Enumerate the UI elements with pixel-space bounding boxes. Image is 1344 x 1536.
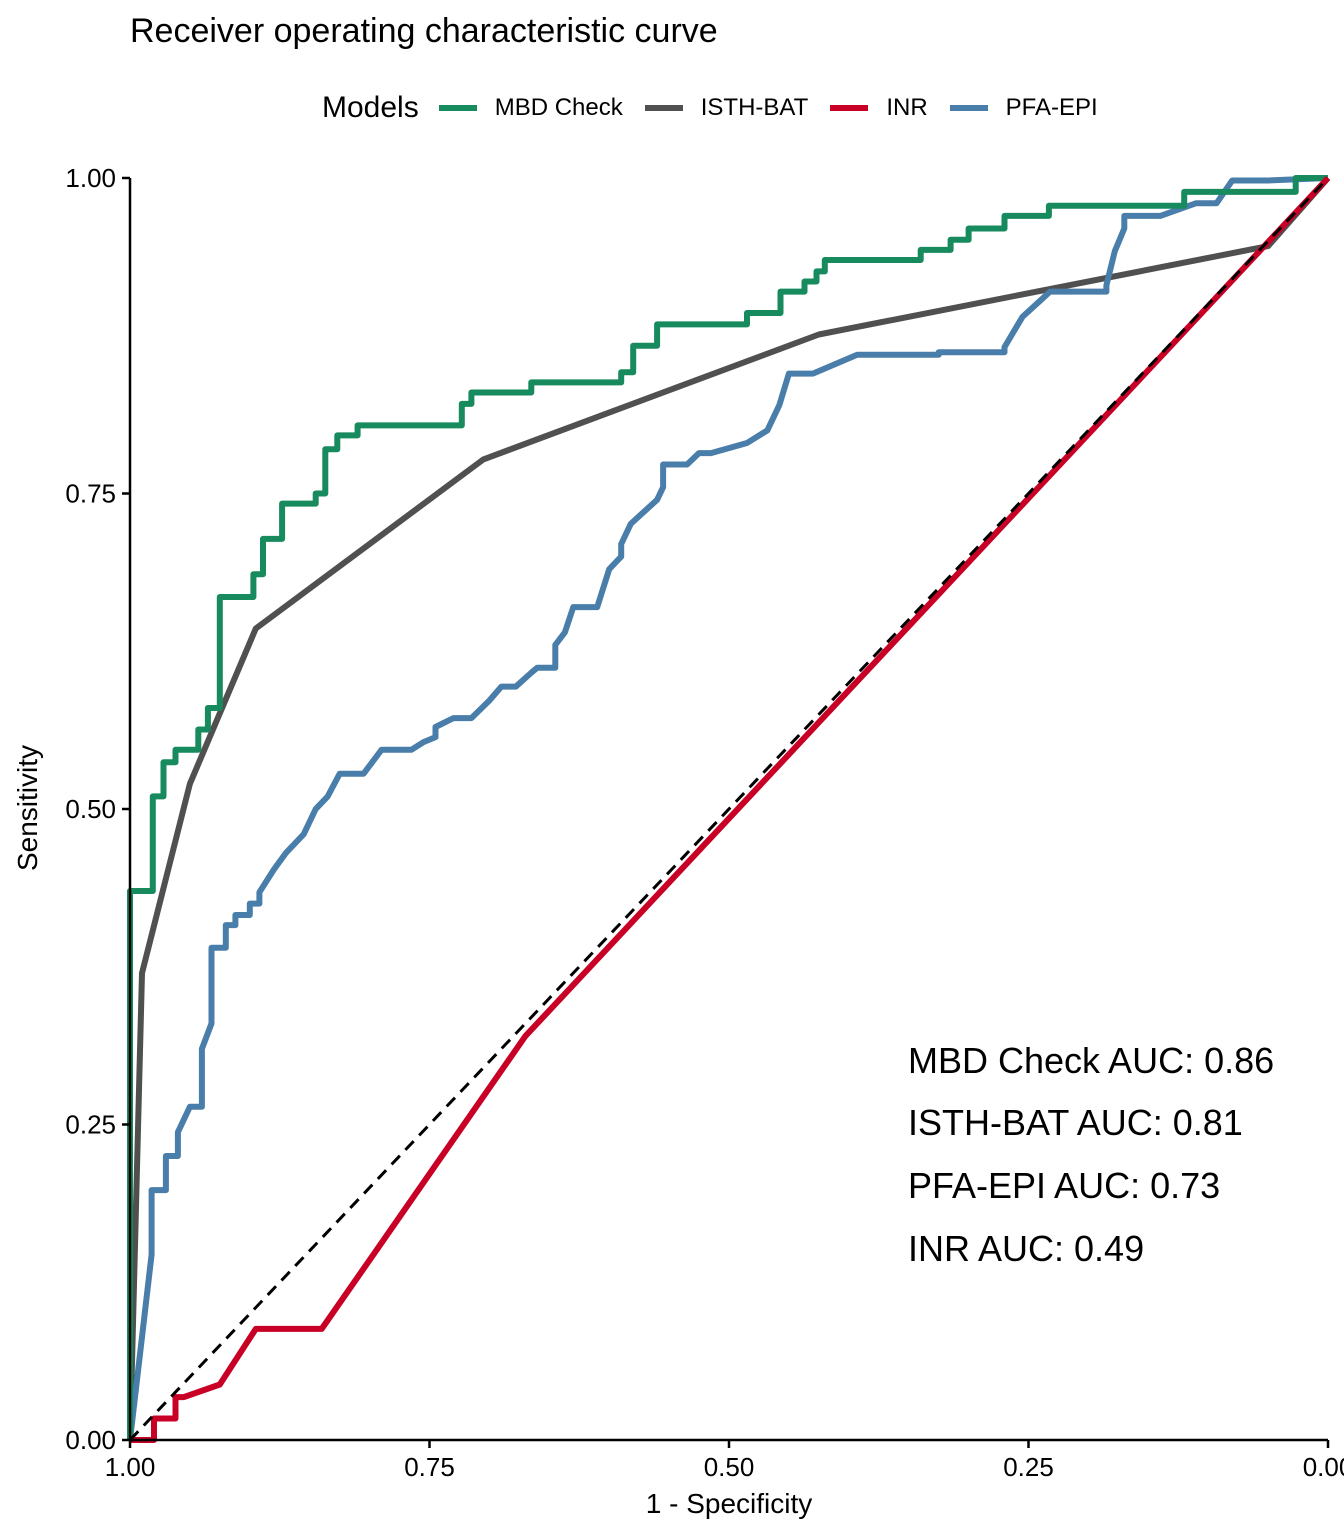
- legend-label: MBD Check: [494, 94, 623, 121]
- series-line-inr: [130, 175, 1331, 1443]
- legend-item-mbd-check: MBD Check: [438, 94, 623, 122]
- series-line-isth-bat: [127, 176, 1331, 1441]
- x-tick-label: 1.00: [105, 1452, 156, 1482]
- x-tick-label: 0.00: [1303, 1452, 1344, 1482]
- chart-title: Receiver operating characteristic curve: [130, 12, 718, 50]
- auc-annotation-inr: INR AUC: 0.49: [908, 1228, 1145, 1269]
- legend-item-pfa-epi: PFA-EPI: [949, 94, 1098, 122]
- y-tick-label: 0.00: [65, 1425, 116, 1455]
- legend-label: ISTH-BAT: [700, 94, 809, 121]
- x-tick-label: 0.25: [1003, 1452, 1054, 1482]
- y-tick-label: 0.75: [65, 479, 116, 509]
- series-line-mbd-check: [127, 175, 1328, 1440]
- y-tick-label: 1.00: [65, 163, 116, 193]
- legend-swatch: [644, 105, 683, 111]
- legend-item-isth-bat: ISTH-BAT: [644, 94, 809, 122]
- legend-swatch: [438, 105, 477, 111]
- x-axis-title: 1 - Specificity: [645, 1488, 813, 1519]
- legend-label: PFA-EPI: [1005, 94, 1098, 121]
- axes-layer: 0.00 0.25 0.50 0.75 1.00 1.00 0.75 0.50 0.25 0.00: [65, 163, 1344, 1482]
- y-tick-label: 0.50: [65, 794, 116, 824]
- legend-swatch: [949, 105, 988, 111]
- x-tick-label: 0.50: [704, 1452, 755, 1482]
- auc-annotation-isth-bat: ISTH-BAT AUC: 0.81: [908, 1102, 1243, 1143]
- auc-annotation-pfa-epi: PFA-EPI AUC: 0.73: [908, 1165, 1221, 1206]
- x-tick-label: 0.75: [404, 1452, 455, 1482]
- legend-item-inr: INR: [830, 94, 928, 122]
- legend: Models MBD Check ISTH-BAT INR PFA-EPI: [322, 88, 1120, 128]
- series-layer: [127, 175, 1331, 1443]
- y-axis-title: Sensitivity: [12, 744, 43, 872]
- legend-swatch: [830, 105, 869, 111]
- reference-diagonal-line: [128, 176, 1330, 1442]
- legend-label: INR: [886, 94, 928, 121]
- legend-title: Models: [322, 91, 419, 124]
- auc-annotation-mbd-check: MBD Check AUC: 0.86: [908, 1040, 1275, 1081]
- series-line-pfa-epi: [127, 175, 1329, 1441]
- y-tick-label: 0.25: [65, 1110, 116, 1140]
